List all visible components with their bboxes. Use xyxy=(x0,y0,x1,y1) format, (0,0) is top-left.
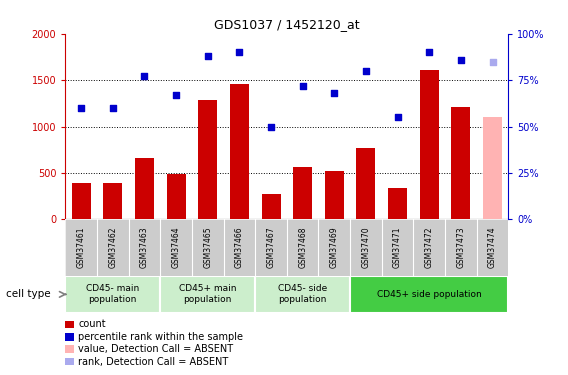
Bar xyxy=(483,117,502,219)
Point xyxy=(393,114,402,120)
Point xyxy=(172,92,181,98)
Title: GDS1037 / 1452120_at: GDS1037 / 1452120_at xyxy=(214,18,360,31)
Bar xyxy=(72,183,91,219)
Bar xyxy=(261,194,281,219)
Text: GSM37470: GSM37470 xyxy=(361,226,370,268)
Bar xyxy=(255,276,350,313)
Point xyxy=(203,53,212,59)
Point xyxy=(425,50,434,55)
Bar xyxy=(230,84,249,219)
Text: GSM37464: GSM37464 xyxy=(172,226,181,268)
Text: GSM37462: GSM37462 xyxy=(108,226,117,268)
Bar xyxy=(452,107,470,219)
Bar xyxy=(388,188,407,219)
Text: GSM37467: GSM37467 xyxy=(266,226,275,268)
Bar xyxy=(135,158,154,219)
Text: CD45- main
population: CD45- main population xyxy=(86,284,139,304)
Text: GSM37466: GSM37466 xyxy=(235,226,244,268)
Text: GSM37463: GSM37463 xyxy=(140,226,149,268)
Bar xyxy=(325,171,344,219)
Text: GSM37471: GSM37471 xyxy=(393,226,402,268)
Text: cell type: cell type xyxy=(6,290,51,299)
Bar xyxy=(350,276,508,313)
Point xyxy=(77,105,86,111)
Bar xyxy=(103,183,122,219)
Point xyxy=(140,74,149,80)
Bar xyxy=(65,276,160,313)
Point xyxy=(266,124,275,130)
Text: count: count xyxy=(78,320,106,329)
Text: CD45- side
population: CD45- side population xyxy=(278,284,327,304)
Bar xyxy=(166,174,186,219)
Text: percentile rank within the sample: percentile rank within the sample xyxy=(78,332,243,342)
Text: GSM37472: GSM37472 xyxy=(425,226,434,268)
Point xyxy=(361,68,370,74)
Text: GSM37468: GSM37468 xyxy=(298,226,307,268)
Point xyxy=(298,83,307,89)
Text: GSM37465: GSM37465 xyxy=(203,226,212,268)
Text: GSM37474: GSM37474 xyxy=(488,226,497,268)
Point xyxy=(108,105,118,111)
Bar xyxy=(293,167,312,219)
Text: CD45+ side population: CD45+ side population xyxy=(377,290,482,299)
Text: GSM37461: GSM37461 xyxy=(77,226,86,268)
Text: CD45+ main
population: CD45+ main population xyxy=(179,284,236,304)
Text: value, Detection Call = ABSENT: value, Detection Call = ABSENT xyxy=(78,344,233,354)
Point xyxy=(330,90,339,96)
Bar xyxy=(160,276,255,313)
Point xyxy=(456,57,465,63)
Text: GSM37473: GSM37473 xyxy=(457,226,465,268)
Point xyxy=(488,58,497,64)
Text: rank, Detection Call = ABSENT: rank, Detection Call = ABSENT xyxy=(78,357,229,366)
Bar xyxy=(357,148,375,219)
Text: GSM37469: GSM37469 xyxy=(330,226,339,268)
Point xyxy=(235,50,244,55)
Bar xyxy=(198,100,217,219)
Bar xyxy=(420,70,438,219)
